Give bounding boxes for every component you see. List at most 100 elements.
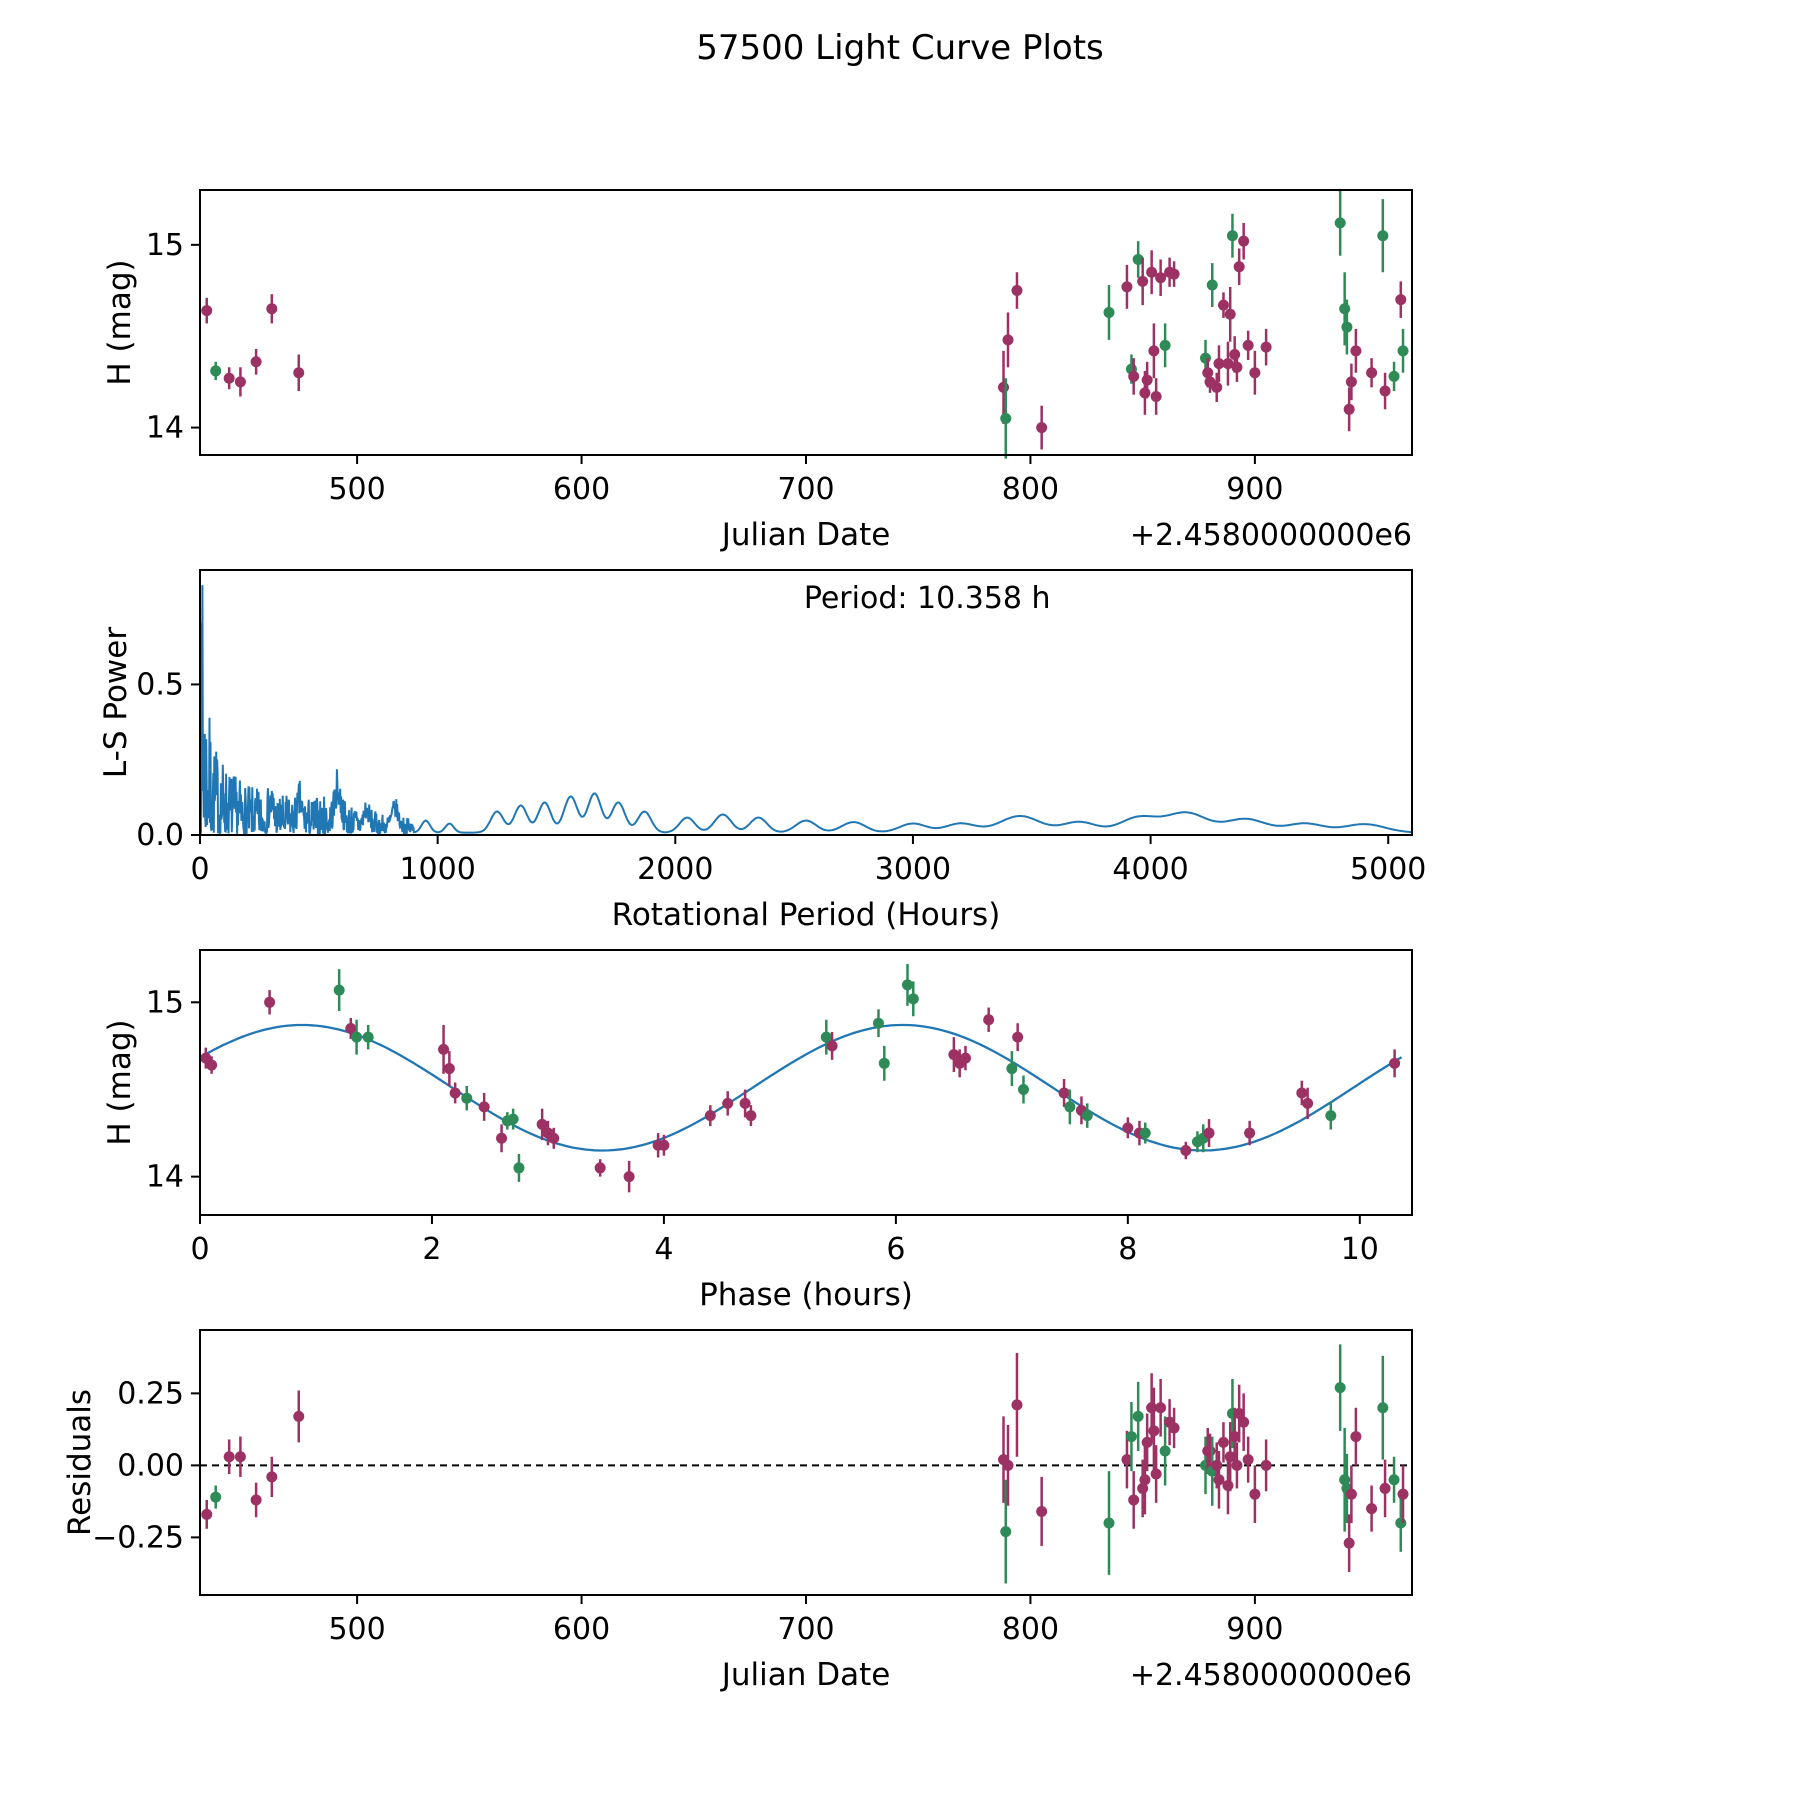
x-tick-label: 500 (328, 1612, 385, 1647)
data-point (1229, 348, 1241, 360)
y-tick-label: 0.00 (117, 1448, 184, 1483)
data-point (623, 1171, 635, 1183)
periodogram-plot: 0 1000 2000 3000 4000 5000 0.0 0.5 Rotational Pe… (98, 569, 1426, 933)
data-point (1202, 367, 1214, 379)
data-point (1148, 345, 1160, 357)
x-tick-label: 700 (777, 472, 834, 507)
data-point (1128, 1494, 1140, 1506)
data-point (1206, 279, 1218, 291)
data-point (1395, 1517, 1407, 1529)
data-point (206, 1059, 218, 1071)
data-point (548, 1132, 560, 1144)
data-point (507, 1113, 519, 1125)
x-tick-label: 5000 (1350, 852, 1426, 887)
data-point (1081, 1110, 1093, 1122)
data-point (1350, 345, 1362, 357)
data-point (223, 372, 235, 384)
data-point (1150, 391, 1162, 403)
data-point (1155, 272, 1167, 284)
data-point (264, 996, 276, 1008)
data-point (959, 1052, 971, 1064)
data-point (1339, 303, 1351, 315)
x-tick-label: 0 (190, 852, 209, 887)
data-point (266, 1471, 278, 1483)
data-point (739, 1097, 751, 1109)
data-point (223, 1451, 235, 1463)
data-point (1141, 374, 1153, 386)
data-point (1217, 1436, 1229, 1448)
data-point (234, 1451, 246, 1463)
period-annotation: Period: 10.358 h (804, 581, 1051, 616)
x-tick-label: 700 (777, 1612, 834, 1647)
data-point (1366, 367, 1378, 379)
y-axis-label: H (mag) (102, 259, 138, 385)
x-tick-label: 4000 (1112, 852, 1188, 887)
y-axis-label: H (mag) (102, 1019, 138, 1145)
data-point (1226, 230, 1238, 242)
data-point (1200, 352, 1212, 364)
data-point (1139, 387, 1151, 399)
data-point (1379, 385, 1391, 397)
y-tick-label: 15 (146, 985, 184, 1020)
data-point (704, 1110, 716, 1122)
y-tick-label: 14 (146, 1160, 184, 1195)
data-point (1377, 230, 1389, 242)
data-point (1238, 1416, 1250, 1428)
data-point (722, 1097, 734, 1109)
data-point (1242, 339, 1254, 351)
data-point (333, 984, 345, 996)
data-point (210, 365, 222, 377)
data-point (1011, 1399, 1023, 1411)
data-point (1341, 321, 1353, 333)
data-point (1389, 1057, 1401, 1069)
data-point (820, 1031, 832, 1043)
data-point (1155, 1402, 1167, 1414)
x-tick-label: 500 (328, 472, 385, 507)
data-point (513, 1162, 525, 1174)
data-point (1139, 1474, 1151, 1486)
data-point (1377, 1402, 1389, 1414)
data-point (1121, 281, 1133, 293)
y-tick-label: −0.25 (92, 1520, 184, 1555)
data-point (1366, 1503, 1378, 1515)
data-point (1213, 1474, 1225, 1486)
data-point (1249, 367, 1261, 379)
y-axis-label: L-S Power (98, 627, 134, 778)
x-tick-label: 2000 (637, 852, 713, 887)
y-axis-label: Residuals (62, 1389, 98, 1536)
sinusoid-fit-line (199, 1023, 1403, 1152)
axes-frame (199, 949, 1413, 1216)
data-point (536, 1118, 548, 1130)
x-tick-label: 10 (1341, 1232, 1379, 1267)
data-point (1334, 217, 1346, 229)
data-point (1379, 1482, 1391, 1494)
data-point (1146, 266, 1158, 278)
data-point (998, 381, 1010, 393)
data-point (1006, 1063, 1018, 1075)
x-tick-label: 3000 (875, 852, 951, 887)
data-point (478, 1101, 490, 1113)
data-point (1325, 1110, 1337, 1122)
x-tick-label: 900 (1226, 472, 1283, 507)
data-point (1395, 294, 1407, 306)
data-point (1222, 358, 1234, 370)
data-point (1260, 1459, 1272, 1471)
x-tick-label: 600 (553, 1612, 610, 1647)
data-point (1350, 1431, 1362, 1443)
x-axis-offset-text: +2.4580000000e6 (1130, 1658, 1412, 1693)
x-axis-label: Rotational Period (Hours) (612, 897, 1001, 933)
figure-title: 57500 Light Curve Plots (696, 28, 1104, 68)
data-point (1203, 1127, 1215, 1139)
y-tick-label: 14 (146, 411, 184, 446)
data-point (1002, 334, 1014, 346)
x-tick-label: 0 (190, 1232, 209, 1267)
data-point (1233, 1408, 1245, 1420)
x-axis-label: Phase (hours) (699, 1277, 913, 1313)
data-point (1141, 1436, 1153, 1448)
data-point (461, 1092, 473, 1104)
data-point (1150, 1468, 1162, 1480)
data-point (1103, 1517, 1115, 1529)
data-point (234, 376, 246, 388)
data-point (201, 305, 213, 317)
